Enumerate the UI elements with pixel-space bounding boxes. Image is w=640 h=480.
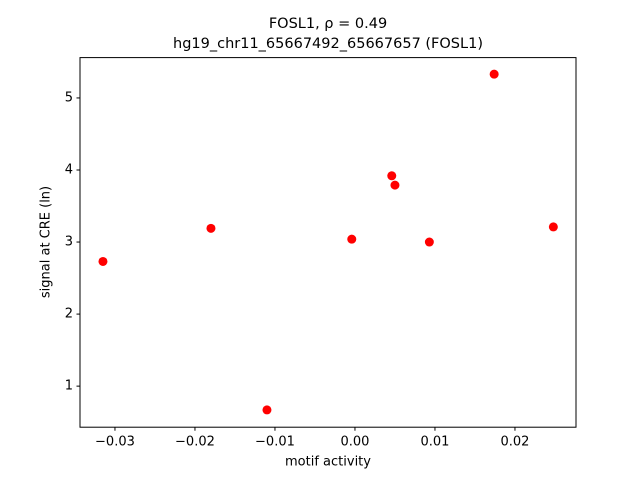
x-tick-label: 0.01 xyxy=(420,435,449,450)
point xyxy=(424,237,434,247)
y-tick-label: 3 xyxy=(65,235,73,250)
x-tick-label: 0.02 xyxy=(500,435,529,450)
x-tick-label: −0.02 xyxy=(175,435,215,450)
y-tick-label: 2 xyxy=(65,307,73,322)
y-tick-label: 5 xyxy=(65,90,73,105)
point xyxy=(262,405,272,415)
y-tick-label: 4 xyxy=(65,162,73,177)
x-axis-label: motif activity xyxy=(285,455,371,470)
point xyxy=(387,171,397,181)
y-tick-label: 1 xyxy=(65,379,73,394)
point xyxy=(390,180,400,190)
point xyxy=(98,256,108,266)
chart-title: FOSL1, ρ = 0.49 xyxy=(269,16,387,32)
x-tick-label: −0.03 xyxy=(95,435,135,450)
plot-frame xyxy=(79,57,577,428)
x-tick-label: −0.01 xyxy=(255,435,295,450)
point xyxy=(548,222,558,232)
chart-subtitle: hg19_chr11_65667492_65667657 (FOSL1) xyxy=(173,36,483,52)
point xyxy=(489,69,499,79)
point xyxy=(206,223,216,233)
point xyxy=(347,234,357,244)
y-axis-label: signal at CRE (ln) xyxy=(39,186,54,298)
x-tick-label: 0.00 xyxy=(340,435,369,450)
